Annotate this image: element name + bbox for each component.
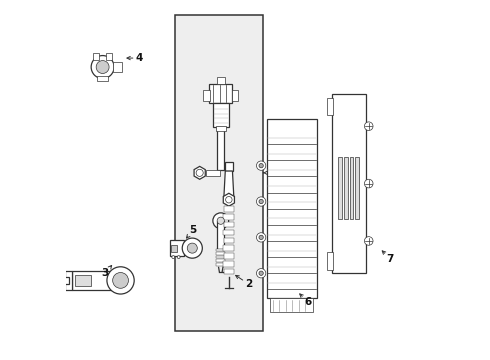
Circle shape bbox=[259, 163, 263, 168]
Bar bbox=[72, 271, 121, 290]
Bar bbox=[75, 275, 91, 286]
Bar bbox=[213, 103, 229, 127]
Circle shape bbox=[256, 233, 266, 242]
Bar bbox=[217, 249, 225, 251]
Circle shape bbox=[91, 55, 114, 78]
Bar bbox=[350, 157, 353, 220]
Circle shape bbox=[256, 161, 266, 170]
Bar bbox=[224, 269, 234, 274]
Text: 3: 3 bbox=[101, 265, 112, 278]
Bar bbox=[224, 162, 233, 171]
Bar bbox=[93, 53, 99, 60]
Polygon shape bbox=[223, 193, 234, 206]
Bar bbox=[344, 157, 347, 220]
Bar bbox=[327, 98, 333, 116]
Bar bbox=[327, 252, 333, 270]
Circle shape bbox=[177, 256, 180, 258]
Bar bbox=[172, 244, 177, 252]
Bar bbox=[355, 157, 359, 220]
Polygon shape bbox=[224, 171, 234, 198]
Bar bbox=[223, 261, 234, 267]
Circle shape bbox=[259, 235, 263, 239]
Bar bbox=[170, 240, 184, 256]
Bar bbox=[217, 252, 225, 255]
Circle shape bbox=[217, 217, 224, 224]
Bar bbox=[209, 84, 232, 103]
Bar bbox=[270, 298, 313, 312]
Circle shape bbox=[172, 256, 175, 258]
Polygon shape bbox=[65, 271, 72, 290]
Circle shape bbox=[182, 238, 202, 258]
Bar bbox=[206, 170, 220, 176]
Bar bbox=[105, 53, 112, 60]
Circle shape bbox=[365, 237, 373, 245]
Bar bbox=[113, 62, 122, 72]
Polygon shape bbox=[194, 166, 205, 179]
Bar bbox=[267, 119, 317, 298]
Text: 4: 4 bbox=[127, 53, 143, 63]
Bar bbox=[216, 126, 226, 131]
Circle shape bbox=[256, 269, 266, 278]
Bar bbox=[217, 256, 225, 258]
Circle shape bbox=[96, 60, 109, 73]
Circle shape bbox=[107, 267, 134, 294]
Circle shape bbox=[259, 199, 263, 204]
Bar bbox=[217, 77, 225, 84]
Circle shape bbox=[365, 122, 373, 131]
Bar bbox=[223, 246, 234, 251]
Bar bbox=[338, 157, 342, 220]
Circle shape bbox=[256, 197, 266, 206]
Circle shape bbox=[213, 213, 229, 229]
Circle shape bbox=[187, 243, 197, 253]
Bar bbox=[224, 222, 234, 228]
Bar bbox=[223, 214, 234, 220]
Bar bbox=[217, 127, 224, 170]
Bar bbox=[203, 90, 210, 100]
Bar bbox=[224, 253, 234, 259]
Circle shape bbox=[365, 179, 373, 188]
Text: 2: 2 bbox=[236, 275, 252, 289]
Bar bbox=[217, 221, 224, 249]
Bar bbox=[175, 15, 263, 330]
Circle shape bbox=[259, 271, 263, 275]
Text: 7: 7 bbox=[382, 251, 394, 264]
Bar bbox=[217, 260, 225, 262]
Text: 6: 6 bbox=[300, 294, 312, 307]
Text: 5: 5 bbox=[187, 225, 196, 238]
Circle shape bbox=[225, 197, 232, 203]
Text: 1: 1 bbox=[264, 168, 274, 178]
Circle shape bbox=[196, 169, 203, 176]
Bar bbox=[217, 263, 225, 266]
Bar bbox=[224, 238, 234, 243]
Bar bbox=[97, 76, 108, 81]
Bar bbox=[224, 206, 234, 212]
Bar bbox=[332, 94, 366, 273]
Bar bbox=[232, 90, 238, 100]
Circle shape bbox=[113, 273, 128, 288]
Bar bbox=[223, 230, 234, 235]
